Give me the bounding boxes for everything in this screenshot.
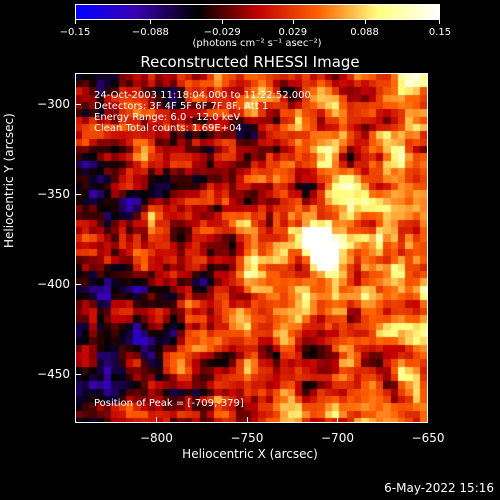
colorbar-tick-mark [75, 20, 76, 24]
y-tick-mark [75, 194, 81, 195]
colorbar-tick-mark [222, 20, 223, 24]
x-tick-mark [247, 417, 248, 423]
x-tick-mark [427, 417, 428, 423]
colorbar-tick-label: −0.088 [131, 27, 169, 38]
colorbar-tick-mark [439, 20, 440, 24]
colorbar-tick-mark [293, 20, 294, 24]
y-tick-mark [75, 104, 81, 105]
x-tick-mark [156, 417, 157, 423]
y-tick-mark [75, 374, 81, 375]
chart-title: Reconstructed RHESSI Image [140, 53, 360, 71]
x-tick-label: −800 [139, 431, 173, 445]
x-tick-label: −750 [230, 431, 264, 445]
y-tick-label: −300 [37, 96, 70, 111]
colorbar-tick-mark [365, 20, 366, 24]
y-axis-label: Heliocentric Y (arcsec) [2, 113, 16, 248]
y-tick-mark [75, 284, 81, 285]
colorbar-tick-label: 0.088 [350, 27, 379, 38]
annotation-detectors: Detectors: 3F 4F 5F 6F 7F 8F, Att 1 [94, 101, 269, 112]
y-tick-label: −350 [37, 186, 70, 201]
colorbar-tick-label: −0.029 [203, 27, 241, 38]
date-stamp: 6-May-2022 15:16 [384, 481, 494, 495]
colorbar-tick-mark [150, 20, 151, 24]
annotation-time: 24-Oct-2003 11:18:04.000 to 11:22:52.000 [94, 90, 311, 101]
x-tick-label: −700 [321, 431, 354, 445]
annotation-energy: Energy Range: 6.0 - 12.0 keV [94, 112, 241, 123]
annotation-clean: Clean Total counts: 1.69E+04 [94, 123, 242, 134]
colorbar-unit-label: (photons cm⁻² s⁻¹ asec⁻²) [192, 38, 322, 49]
colorbar-tick-label: −0.15 [59, 27, 91, 38]
heatmap-image [75, 73, 428, 423]
y-tick-label: −400 [37, 277, 70, 292]
annotation-peak: Position of Peak = [-709,-379] [94, 398, 244, 409]
colorbar-tick-label: 0.029 [278, 27, 308, 38]
y-tick-label: −450 [37, 367, 70, 382]
x-axis-label: Heliocentric X (arcsec) [182, 447, 318, 461]
x-tick-label: −650 [411, 431, 445, 445]
colorbar-tick-label: 0.15 [428, 27, 452, 38]
x-tick-mark [337, 417, 338, 423]
colorbar [75, 4, 440, 20]
